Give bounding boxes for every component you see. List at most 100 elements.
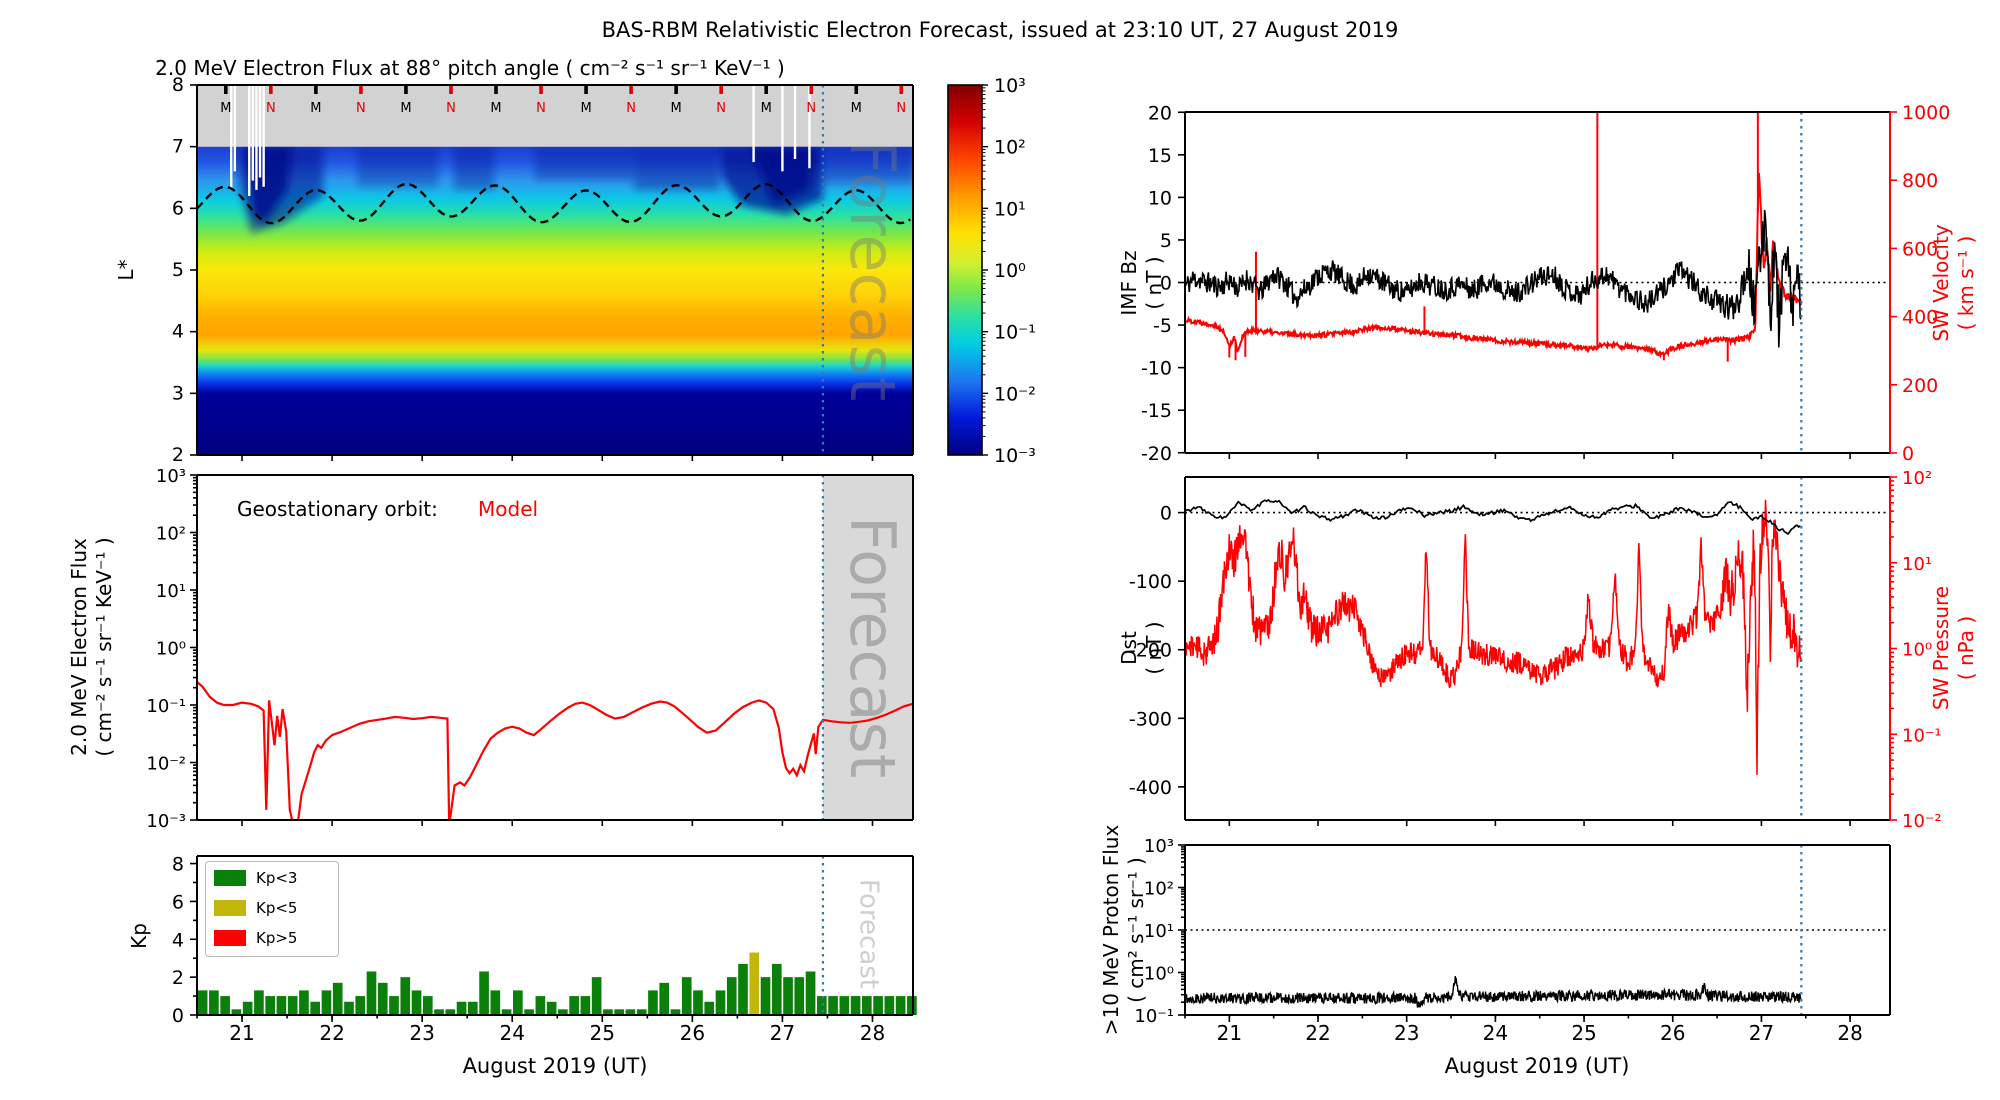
kp-legend-item: Kp>5 (214, 924, 338, 952)
svg-text:N: N (896, 101, 906, 116)
svg-text:Forecast: Forecast (853, 879, 883, 989)
kp-gt5-label: Kp>5 (256, 929, 298, 947)
svg-text:10²: 10² (1144, 879, 1174, 900)
svg-text:N: N (716, 101, 726, 116)
svg-text:N: N (536, 101, 546, 116)
svg-text:0: 0 (1160, 503, 1172, 525)
svg-text:22: 22 (319, 1021, 344, 1045)
svg-text:10⁻²: 10⁻² (146, 754, 186, 775)
heatmap-title: 2.0 MeV Electron Flux at 88° pitch angle… (155, 56, 785, 80)
svg-text:10⁻¹: 10⁻¹ (1134, 1006, 1174, 1027)
svg-text:N: N (356, 101, 366, 116)
svg-text:10²: 10² (994, 137, 1026, 159)
svg-text:N: N (446, 101, 456, 116)
svg-text:M: M (490, 101, 501, 116)
svg-text:Forecast: Forecast (836, 139, 909, 401)
svg-text:27: 27 (1749, 1021, 1774, 1045)
kp-legend-item: Kp<3 (214, 864, 338, 892)
svg-text:4: 4 (172, 321, 184, 343)
svg-text:M: M (400, 101, 411, 116)
svg-text:23: 23 (409, 1021, 434, 1045)
svg-text:5: 5 (172, 259, 184, 281)
svg-text:-100: -100 (1129, 571, 1172, 593)
svg-text:800: 800 (1902, 170, 1938, 192)
page-title: BAS-RBM Relativistic Electron Forecast, … (601, 18, 1399, 42)
svg-text:M: M (761, 101, 772, 116)
svg-text:600: 600 (1902, 238, 1938, 260)
svg-text:10³: 10³ (1144, 836, 1174, 857)
svg-text:10¹: 10¹ (994, 198, 1026, 220)
svg-text:N: N (806, 101, 816, 116)
svg-text:400: 400 (1902, 307, 1938, 329)
svg-text:27: 27 (770, 1021, 795, 1045)
svg-text:M: M (310, 101, 321, 116)
svg-text:25: 25 (1571, 1021, 1596, 1045)
svg-text:22: 22 (1305, 1021, 1330, 1045)
svg-text:10²: 10² (156, 524, 186, 545)
svg-text:6: 6 (172, 197, 184, 219)
geo-legend-prefix: Geostationary orbit: (237, 497, 438, 521)
svg-text:10¹: 10¹ (156, 581, 186, 602)
svg-text:10⁻³: 10⁻³ (146, 811, 186, 832)
svg-text:21: 21 (229, 1021, 254, 1045)
svg-text:10⁻¹: 10⁻¹ (1902, 725, 1942, 746)
svg-text:200: 200 (1902, 375, 1938, 397)
svg-text:0: 0 (1902, 443, 1914, 465)
svg-text:8: 8 (172, 74, 184, 96)
svg-text:7: 7 (172, 136, 184, 158)
kp-lt5-label: Kp<5 (256, 899, 298, 917)
svg-text:26: 26 (680, 1021, 705, 1045)
svg-text:-15: -15 (1141, 400, 1172, 422)
kp-lt3-swatch (214, 870, 246, 886)
kp-gt5-swatch (214, 930, 246, 946)
left-xaxis-label: August 2019 (UT) (462, 1054, 648, 1078)
svg-text:-5: -5 (1153, 315, 1172, 337)
svg-text:10⁰: 10⁰ (994, 260, 1026, 282)
svg-text:10: 10 (1148, 187, 1172, 209)
svg-text:M: M (671, 101, 682, 116)
svg-text:0: 0 (1160, 273, 1172, 295)
svg-text:23: 23 (1394, 1021, 1419, 1045)
svg-text:10³: 10³ (156, 466, 186, 487)
svg-text:M: M (851, 101, 862, 116)
svg-text:-300: -300 (1129, 708, 1172, 730)
svg-text:M: M (580, 101, 591, 116)
svg-text:10¹: 10¹ (1144, 921, 1174, 942)
svg-text:Forecast: Forecast (836, 516, 909, 778)
kp-legend: Kp<3 Kp<5 Kp>5 (205, 861, 339, 957)
svg-text:10³: 10³ (994, 75, 1026, 97)
svg-text:10⁻¹: 10⁻¹ (994, 322, 1036, 344)
svg-text:1000: 1000 (1902, 102, 1950, 124)
svg-text:N: N (626, 101, 636, 116)
svg-text:24: 24 (499, 1021, 524, 1045)
svg-text:2: 2 (172, 967, 184, 989)
geo-legend-model: Model (478, 497, 539, 521)
svg-text:2: 2 (172, 444, 184, 466)
svg-text:28: 28 (1837, 1021, 1862, 1045)
svg-text:21: 21 (1217, 1021, 1242, 1045)
svg-text:M: M (220, 101, 231, 116)
svg-text:-20: -20 (1141, 443, 1172, 465)
svg-text:20: 20 (1148, 102, 1172, 124)
svg-text:25: 25 (590, 1021, 615, 1045)
svg-text:10⁰: 10⁰ (1902, 640, 1932, 661)
svg-text:15: 15 (1148, 145, 1172, 167)
right-xaxis-label: August 2019 (UT) (1444, 1054, 1630, 1078)
svg-text:10²: 10² (1902, 468, 1932, 489)
svg-text:-10: -10 (1141, 358, 1172, 380)
kp-lt3-label: Kp<3 (256, 869, 298, 887)
svg-text:10⁰: 10⁰ (1144, 964, 1174, 985)
svg-text:8: 8 (172, 854, 184, 876)
svg-text:N: N (266, 101, 276, 116)
svg-text:10⁰: 10⁰ (156, 639, 186, 660)
svg-text:10⁻³: 10⁻³ (994, 445, 1036, 467)
kp-legend-item: Kp<5 (214, 894, 338, 922)
svg-text:10⁻²: 10⁻² (994, 383, 1036, 405)
svg-text:4: 4 (172, 929, 184, 951)
kp-lt5-swatch (214, 900, 246, 916)
svg-text:0: 0 (172, 1005, 184, 1027)
svg-text:-400: -400 (1129, 777, 1172, 799)
svg-text:-200: -200 (1129, 640, 1172, 662)
svg-text:3: 3 (172, 382, 184, 404)
